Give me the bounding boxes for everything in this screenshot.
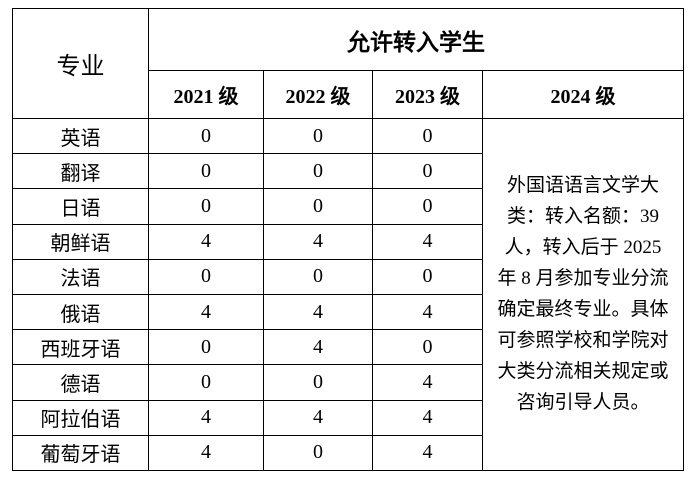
major-cell: 阿拉伯语 — [12, 399, 149, 436]
table-row: 英语 0 0 0 外国语语言文学大类：转入名额：39 人，转入后于 2025 年 8 月… — [12, 117, 684, 471]
quota-cell: 4 — [372, 399, 483, 436]
quota-cell: 4 — [372, 293, 483, 331]
quota-cell: 4 — [148, 223, 264, 260]
quota-cell: 4 — [148, 434, 264, 471]
quota-cell: 0 — [148, 153, 264, 190]
group-header: 允许转入学生 — [148, 8, 684, 71]
table-row: 日语 0 0 0 — [12, 188, 684, 225]
quota-cell: 0 — [263, 364, 373, 401]
major-cell: 翻译 — [12, 153, 149, 190]
quota-cell: 4 — [263, 223, 373, 260]
quota-cell: 0 — [148, 258, 264, 295]
quota-cell: 0 — [263, 117, 373, 155]
note-cell: 外国语语言文学大类：转入名额：39 人，转入后于 2025 年 8 月参加专业分… — [482, 118, 684, 471]
quota-cell: 0 — [372, 329, 483, 366]
table-row: 俄语 4 4 4 — [12, 293, 684, 331]
quota-cell: 0 — [372, 117, 483, 155]
table-row: 法语 0 0 0 — [12, 258, 684, 295]
quota-cell: 0 — [263, 258, 373, 295]
quota-cell: 4 — [263, 293, 373, 331]
major-cell: 俄语 — [12, 293, 149, 331]
major-cell: 德语 — [12, 364, 149, 401]
year-header: 2021 级 — [148, 70, 264, 119]
major-cell: 日语 — [12, 188, 149, 225]
quota-cell: 4 — [372, 364, 483, 401]
quota-cell: 4 — [372, 434, 483, 471]
major-cell: 朝鲜语 — [12, 223, 149, 260]
quota-cell: 4 — [263, 329, 373, 366]
quota-cell: 0 — [148, 329, 264, 366]
quota-cell: 0 — [372, 153, 483, 190]
quota-cell: 0 — [263, 434, 373, 471]
major-cell: 法语 — [12, 258, 149, 295]
quota-cell: 4 — [372, 223, 483, 260]
table-row: 西班牙语 0 4 0 — [12, 329, 684, 366]
transfer-table: 专业 允许转入学生 2021 级 2022 级 2023 级 2024 级 英语 0 0 0… — [12, 8, 684, 471]
quota-cell: 0 — [148, 117, 264, 155]
table-row: 翻译 0 0 0 — [12, 153, 684, 190]
quota-cell: 0 — [372, 258, 483, 295]
quota-cell: 0 — [372, 188, 483, 225]
year-header: 2024 级 — [482, 70, 684, 119]
quota-cell: 4 — [263, 399, 373, 436]
quota-cell: 4 — [148, 293, 264, 331]
quota-cell: 0 — [148, 188, 264, 225]
major-cell: 西班牙语 — [12, 329, 149, 366]
major-cell: 葡萄牙语 — [12, 434, 149, 471]
year-header: 2023 级 — [372, 70, 483, 119]
table-row: 葡萄牙语 4 0 4 — [12, 434, 684, 471]
quota-cell: 4 — [148, 399, 264, 436]
year-header: 2022 级 — [263, 70, 373, 119]
quota-cell: 0 — [263, 153, 373, 190]
quota-cell: 0 — [263, 188, 373, 225]
major-header: 专业 — [12, 8, 149, 119]
major-cell: 英语 — [12, 117, 149, 155]
quota-cell: 0 — [148, 364, 264, 401]
